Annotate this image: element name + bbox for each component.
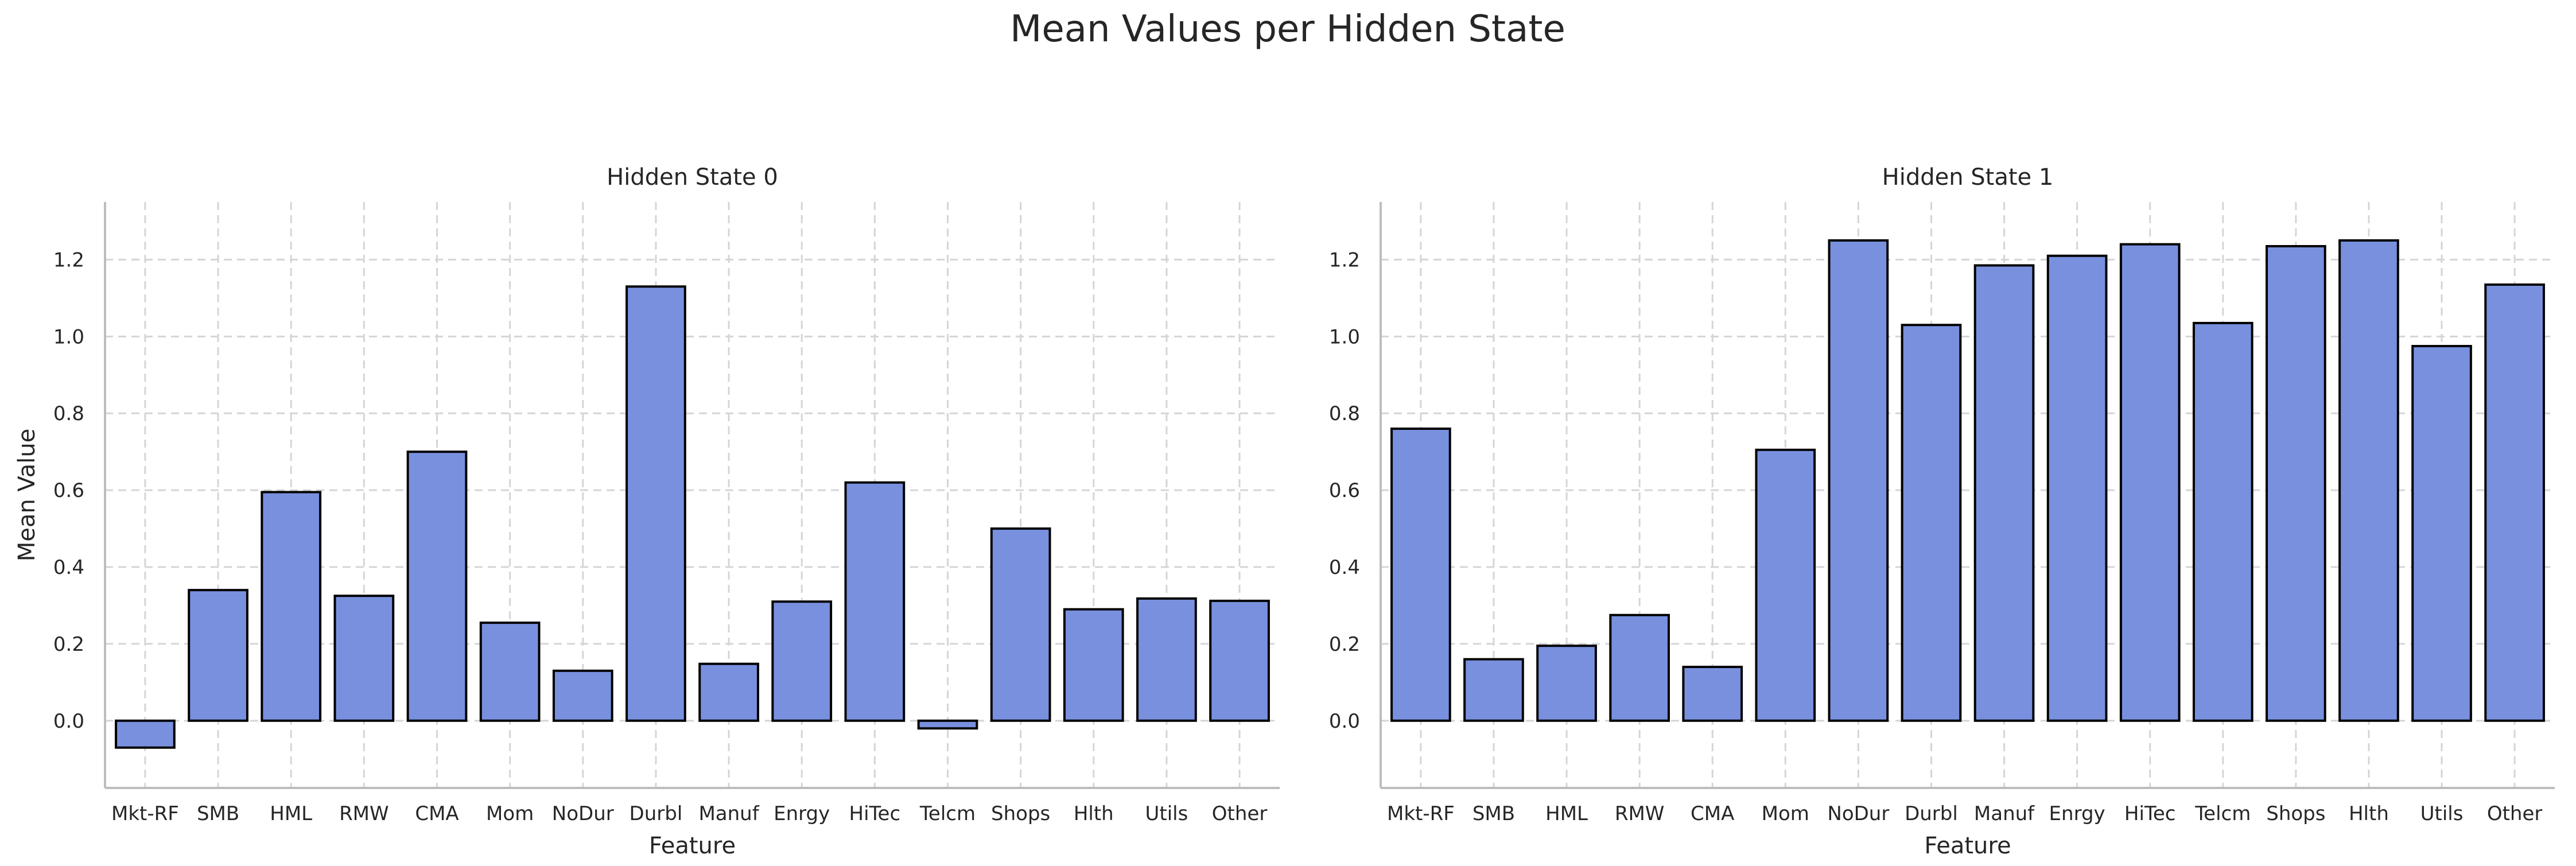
bar bbox=[2338, 239, 2399, 722]
x-tick-label: Manuf bbox=[698, 802, 759, 825]
x-tick-label: NoDur bbox=[552, 802, 614, 825]
figure-title: Mean Values per Hidden State bbox=[1010, 8, 1565, 51]
x-tick-label: Telcm bbox=[919, 802, 976, 825]
bar bbox=[698, 662, 759, 722]
x-axis-label: Feature bbox=[649, 833, 736, 859]
x-tick-label: SMB bbox=[197, 802, 239, 825]
bar bbox=[2119, 243, 2181, 722]
x-tick-label: Mkt-RF bbox=[111, 802, 179, 825]
bar bbox=[479, 622, 541, 722]
bar bbox=[1755, 448, 1816, 722]
bar bbox=[261, 491, 322, 722]
x-tick-label: Mkt-RF bbox=[1387, 802, 1455, 825]
bar bbox=[625, 285, 686, 722]
bar bbox=[1463, 658, 1524, 722]
x-tick-label: Enrgy bbox=[774, 802, 830, 825]
x-tick-label: Hlth bbox=[2349, 802, 2389, 825]
x-tick-label: Mom bbox=[486, 802, 534, 825]
bar bbox=[990, 527, 1051, 722]
bar bbox=[1973, 264, 2035, 722]
bar bbox=[2192, 321, 2253, 722]
bar bbox=[771, 600, 833, 722]
bar bbox=[1063, 608, 1124, 722]
x-tick-label: Mom bbox=[1762, 802, 1809, 825]
x-tick-label: Hlth bbox=[1074, 802, 1114, 825]
bar bbox=[2266, 244, 2326, 722]
bar bbox=[115, 719, 176, 749]
bar bbox=[2411, 345, 2472, 722]
x-tick-label: Manuf bbox=[1974, 802, 2035, 825]
bar bbox=[188, 589, 248, 722]
y-axis-label: Mean Value bbox=[14, 429, 40, 562]
y-tick-label: 0.8 bbox=[1329, 402, 1360, 425]
panel-title: Hidden State 1 bbox=[1882, 164, 2054, 191]
x-tick-label: CMA bbox=[1691, 802, 1734, 825]
y-tick-label: 0.0 bbox=[1329, 710, 1360, 733]
y-tick-label: 1.2 bbox=[53, 248, 84, 271]
x-tick-label: Utils bbox=[2420, 802, 2464, 825]
bar bbox=[1390, 428, 1451, 722]
bar bbox=[1209, 599, 1270, 722]
y-tick-label: 0.8 bbox=[53, 402, 84, 425]
x-tick-label: Shops bbox=[991, 802, 1050, 825]
y-tick-label: 1.0 bbox=[53, 325, 84, 348]
bar bbox=[406, 451, 468, 722]
x-tick-label: RMW bbox=[339, 802, 389, 825]
chart-panel-hidden-state-1: 0.0 0.2 0.4 0.6 0.8 1.0 1.2 Mkt-RF SMB HML RMW CMA M… bbox=[1329, 164, 2555, 859]
x-tick-label: RMW bbox=[1615, 802, 1665, 825]
bar bbox=[1536, 644, 1597, 722]
bar bbox=[1901, 324, 1962, 722]
bar bbox=[844, 481, 906, 722]
y-tick-label: 1.0 bbox=[1329, 325, 1360, 348]
x-tick-label: HiTec bbox=[2124, 802, 2176, 825]
bar bbox=[2484, 283, 2545, 722]
bar bbox=[1828, 239, 1889, 722]
x-tick-label: SMB bbox=[1472, 802, 1515, 825]
x-tick-label: HML bbox=[270, 802, 312, 825]
chart-panel-hidden-state-0: 0.0 0.2 0.4 0.6 0.8 1.0 1.2 Mkt-RF SMB HML RMW CMA M… bbox=[14, 164, 1280, 859]
y-tick-label: 0.4 bbox=[1329, 556, 1360, 579]
y-tick-label: 0.2 bbox=[1329, 633, 1360, 656]
x-tick-label: Durbl bbox=[630, 802, 683, 825]
x-tick-label: HML bbox=[1545, 802, 1588, 825]
bar bbox=[333, 595, 395, 722]
x-tick-label: HiTec bbox=[849, 802, 901, 825]
x-tick-label: Other bbox=[1212, 802, 1268, 825]
x-tick-label: Telcm bbox=[2194, 802, 2251, 825]
bar bbox=[1136, 597, 1197, 722]
x-tick-label: Shops bbox=[2266, 802, 2325, 825]
bar bbox=[917, 719, 978, 730]
bar bbox=[552, 669, 613, 722]
x-tick-label: Durbl bbox=[1905, 802, 1958, 825]
y-tick-label: 0.4 bbox=[53, 556, 84, 579]
y-tick-label: 0.6 bbox=[1329, 479, 1360, 502]
y-tick-label: 0.2 bbox=[53, 633, 84, 656]
x-axis-label: Feature bbox=[1924, 833, 2011, 859]
y-tick-label: 1.2 bbox=[1329, 248, 1360, 271]
y-tick-label: 0.0 bbox=[53, 710, 84, 733]
x-tick-label: CMA bbox=[415, 802, 459, 825]
x-tick-label: NoDur bbox=[1827, 802, 1889, 825]
x-tick-label: Utils bbox=[1145, 802, 1188, 825]
bar bbox=[1682, 666, 1743, 722]
panel-title: Hidden State 0 bbox=[607, 164, 778, 191]
bar bbox=[1609, 613, 1670, 722]
y-tick-label: 0.6 bbox=[53, 479, 84, 502]
x-tick-label: Enrgy bbox=[2049, 802, 2105, 825]
bar bbox=[2046, 254, 2108, 722]
x-tick-label: Other bbox=[2487, 802, 2543, 825]
